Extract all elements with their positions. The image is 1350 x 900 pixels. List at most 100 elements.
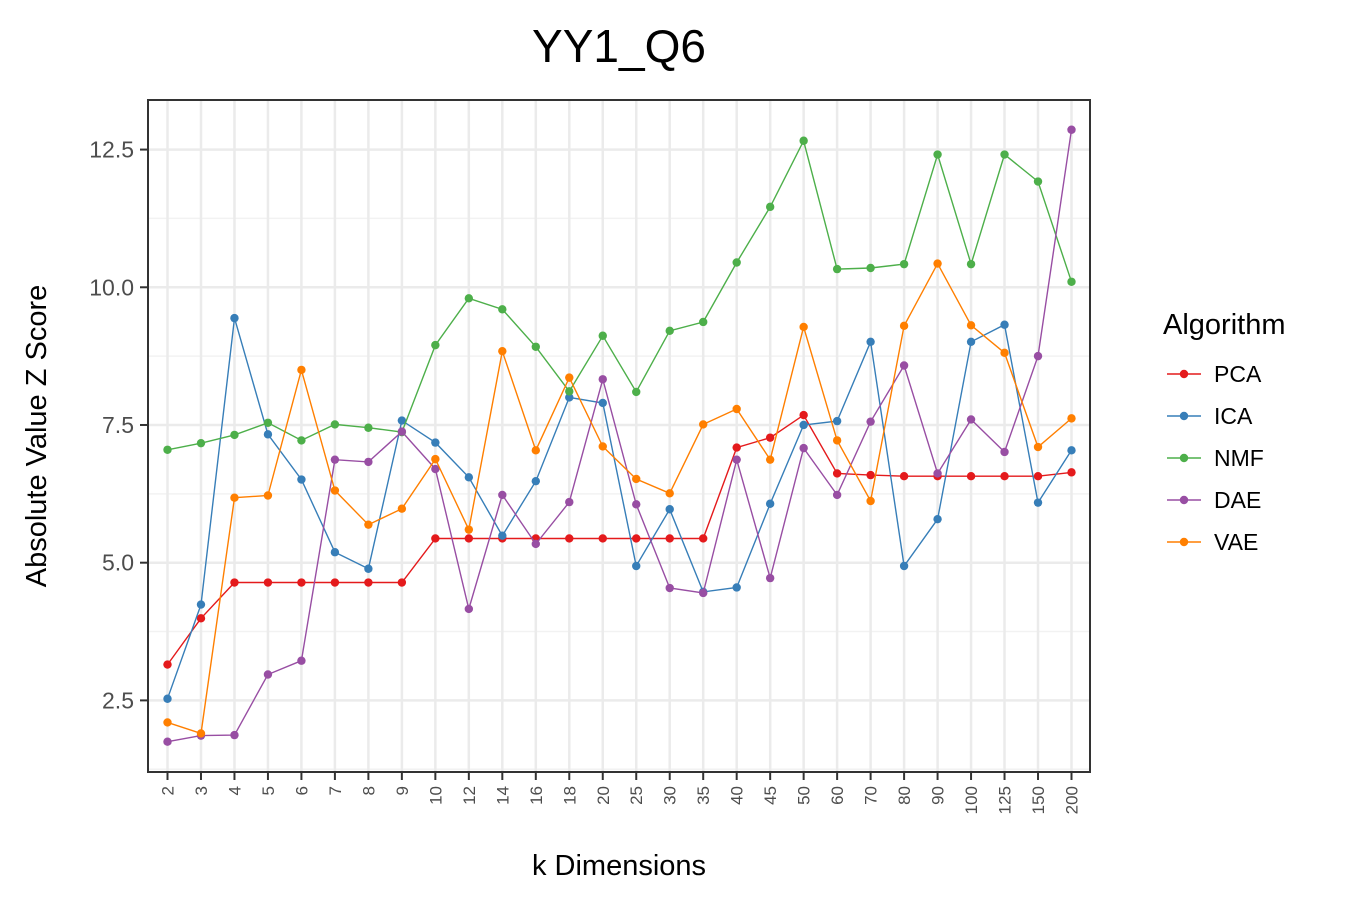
y-tick-label: 5.0 [102,550,134,576]
data-point-dae [297,656,306,665]
data-point-ica [866,337,875,347]
data-point-vae [832,436,842,445]
data-point-nmf [364,423,373,432]
x-tick-label: 2 [159,786,178,795]
data-point-nmf [732,258,741,267]
x-tick-label: 30 [661,786,680,805]
legend-label: VAE [1214,529,1258,555]
data-point-vae [263,491,273,500]
data-point-nmf [498,305,507,314]
data-point-nmf [230,430,239,440]
data-point-pca [464,534,474,543]
data-point-pca [565,534,574,543]
x-tick-label: 50 [795,786,814,805]
data-point-vae [498,346,507,356]
data-point-pca [699,534,708,543]
data-point-pca [899,472,909,481]
data-point-vae [565,373,574,382]
x-tick-label: 12 [460,786,479,805]
data-point-dae [966,415,976,424]
data-point-dae [665,583,674,593]
data-point-pca [765,433,775,442]
data-point-pca [966,472,976,481]
data-point-dae [263,670,273,679]
data-point-dae [431,464,440,474]
x-tick-label: 8 [359,786,378,795]
series-nmf [163,136,1076,454]
data-point-nmf [431,340,440,350]
data-point-pca [297,578,306,587]
data-point-ica [1000,320,1009,329]
data-point-vae [1033,442,1043,452]
legend-key-point [1179,369,1189,379]
legend-item-ica: ICA [1167,403,1253,429]
y-tick-label: 12.5 [89,137,134,163]
data-point-nmf [866,263,875,273]
data-point-nmf [1067,277,1076,286]
data-point-ica [565,393,574,402]
x-tick-label: 70 [862,786,881,805]
legend-item-vae: VAE [1167,529,1258,555]
data-point-nmf [531,342,540,351]
data-point-vae [765,455,775,464]
data-point-nmf [765,202,775,212]
data-point-nmf [330,420,340,429]
data-point-ica [431,438,440,447]
data-point-ica [330,548,340,557]
data-point-vae [966,321,976,330]
series-line-vae [167,262,1072,735]
data-point-ica [732,583,741,592]
data-point-nmf [263,418,273,427]
plot-panel [148,100,1090,772]
x-axis-title: k Dimensions [532,850,706,882]
data-point-ica [966,337,976,347]
data-point-dae [832,490,842,500]
data-point-dae [230,730,239,740]
x-tick-label: 20 [594,786,613,805]
data-point-nmf [1033,177,1043,186]
series-dae [163,125,1076,746]
data-point-pca [799,410,808,420]
x-tick-label: 90 [929,786,948,805]
data-point-nmf [933,150,942,159]
data-point-pca [230,578,239,587]
data-point-pca [163,660,172,669]
data-point-pca [397,578,407,587]
data-point-vae [598,442,607,451]
axes: 2.55.07.510.012.52 3 4 5 6 7 8 9 10 12 14 16 18 20 25 3… [89,137,1081,815]
data-point-ica [364,564,373,573]
data-point-nmf [163,445,172,454]
series-line-pca [166,414,1072,666]
legend-item-pca: PCA [1167,361,1262,387]
data-point-dae [699,588,708,598]
legend-label: DAE [1214,487,1261,513]
data-point-pca [866,470,875,480]
data-point-ica [498,531,507,540]
data-point-pca [732,443,741,452]
data-point-pca [598,534,607,543]
x-tick-label: 10 [426,786,445,805]
legend-key-point [1179,495,1189,505]
data-point-pca [665,534,674,543]
data-point-vae [330,486,340,495]
series-line-ica [166,317,1073,699]
data-point-vae [665,489,674,498]
x-tick-label: 4 [225,786,244,795]
data-point-ica [765,499,775,508]
legend-label: PCA [1214,361,1262,387]
data-point-nmf [632,387,641,397]
series-group [163,125,1076,746]
data-point-vae [431,454,440,464]
data-point-vae [230,493,239,502]
x-tick-label: 60 [828,786,847,805]
data-point-ica [832,416,842,426]
data-point-dae [163,737,172,746]
data-point-vae [531,446,540,455]
data-point-dae [397,427,407,436]
legend-item-dae: DAE [1167,487,1261,513]
x-tick-label: 3 [192,786,211,795]
data-point-ica [632,561,641,571]
series-vae [163,259,1076,738]
data-point-vae [933,259,942,268]
